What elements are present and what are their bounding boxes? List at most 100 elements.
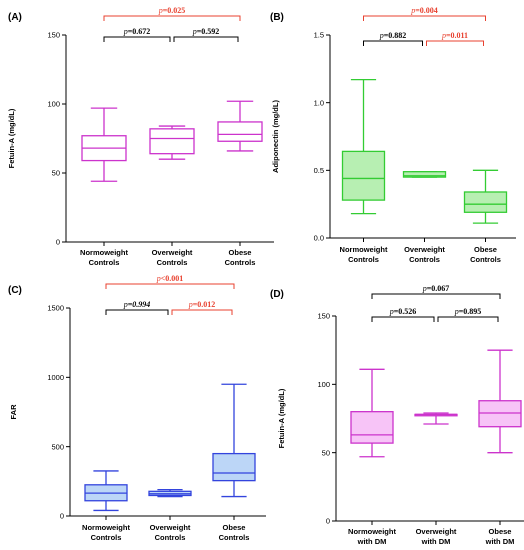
x-tick-label: Controls (155, 533, 186, 542)
x-tick-label: Controls (409, 255, 440, 264)
y-tick-label: 0 (60, 512, 64, 521)
y-tick-label: 500 (51, 442, 64, 451)
p-value-label: p=0.895 (454, 307, 482, 316)
p-value: <0.001 (161, 274, 184, 283)
p-symbol: p (158, 6, 163, 15)
iqr-box (463, 191, 508, 213)
iqr-box (350, 411, 394, 444)
p-value: =0.025 (163, 6, 186, 15)
iqr-box (217, 121, 263, 142)
comparison-1: p=0.994 (105, 300, 169, 315)
box-3 (217, 100, 263, 152)
x-tick-label: with DM (421, 537, 451, 546)
comparison-bracket (371, 293, 501, 299)
y-tick-label: 100 (47, 100, 60, 109)
p-value-label: p=0.025 (158, 6, 186, 15)
comparison-2: p=0.895 (437, 307, 499, 322)
x-tick-label: Obese (223, 523, 246, 532)
y-axis-label: Fetuin-A (mg/dL) (277, 388, 286, 448)
p-symbol: p (410, 6, 415, 15)
comparison-bracket (105, 309, 169, 315)
x-tick-label: Overweight (150, 523, 191, 532)
p-value: =0.672 (128, 27, 151, 36)
y-tick-label: 0 (56, 238, 60, 247)
x-tick-label: Normoweight (348, 527, 396, 536)
comparison-3: p=0.067 (371, 284, 501, 299)
y-tick-label: 50 (322, 448, 330, 457)
comparison-1: p=0.882 (363, 31, 423, 46)
y-axis-label: Adiponectin (mg/dL) (271, 100, 280, 173)
comparison-bracket (437, 316, 499, 322)
p-value: =0.882 (384, 31, 407, 40)
p-symbol: p (188, 300, 193, 309)
p-value-label: p=0.011 (441, 31, 468, 40)
y-tick-label: 150 (47, 31, 60, 40)
x-tick-label: Normoweight (340, 245, 388, 254)
y-tick-label: 1.5 (314, 31, 324, 40)
y-tick-label: 1000 (47, 373, 64, 382)
comparison-bracket (363, 15, 486, 21)
box-2 (402, 171, 447, 178)
p-symbol: p (123, 300, 128, 309)
comparison-bracket (173, 36, 239, 42)
p-value: =0.067 (427, 284, 450, 293)
iqr-box (341, 150, 386, 201)
x-tick-label: Obese (474, 245, 497, 254)
p-symbol: p (156, 274, 161, 283)
y-tick-label: 1.0 (314, 98, 324, 107)
box-1 (81, 107, 127, 182)
panel-label: (D) (270, 289, 284, 300)
x-tick-label: Overweight (416, 527, 457, 536)
x-tick-label: Controls (348, 255, 379, 264)
comparison-bracket (426, 40, 484, 46)
iqr-box (212, 452, 256, 482)
iqr-box (149, 128, 195, 155)
p-symbol: p (441, 31, 446, 40)
p-value: =0.011 (446, 31, 468, 40)
comparison-bracket (105, 283, 235, 289)
iqr-box (478, 400, 522, 428)
comparison-1: p=0.526 (371, 307, 435, 322)
p-value-label: p=0.882 (379, 31, 407, 40)
x-tick-label: Normoweight (82, 523, 130, 532)
p-symbol: p (192, 27, 197, 36)
y-tick-label: 1500 (47, 304, 64, 313)
chart-panel-2: (B) 0.0 0.5 1.0 1.5 Adiponectin (mg/dL) Normow… (270, 6, 516, 264)
p-symbol: p (389, 307, 394, 316)
comparison-3: p=0.025 (103, 6, 241, 21)
x-tick-label: with DM (357, 537, 387, 546)
box-1 (341, 79, 386, 215)
p-value-label: p=0.994 (123, 300, 151, 309)
comparison-bracket (103, 36, 171, 42)
box-3 (463, 169, 508, 224)
panel-label: (C) (8, 285, 22, 296)
box-2 (148, 489, 192, 498)
comparison-1: p=0.672 (103, 27, 171, 42)
comparison-3: p<0.001 (105, 274, 235, 289)
x-tick-label: Normoweight (80, 248, 128, 257)
p-value-label: p=0.004 (410, 6, 438, 15)
p-value-label: p=0.067 (422, 284, 450, 293)
x-tick-label: Controls (470, 255, 501, 264)
y-tick-label: 150 (317, 312, 330, 321)
p-value: =0.895 (459, 307, 482, 316)
x-tick-label: Overweight (152, 248, 193, 257)
x-tick-label: Controls (91, 533, 122, 542)
p-value: =0.526 (394, 307, 417, 316)
comparison-2: p=0.012 (171, 300, 233, 315)
p-symbol: p (123, 27, 128, 36)
comparison-bracket (103, 15, 241, 21)
x-tick-label: Controls (219, 533, 250, 542)
y-tick-label: 100 (317, 380, 330, 389)
x-tick-label: Obese (489, 527, 512, 536)
x-tick-label: Controls (157, 258, 188, 267)
box-1 (350, 368, 394, 458)
panel-label: (A) (8, 12, 22, 23)
comparison-3: p=0.004 (363, 6, 486, 21)
y-tick-label: 0.0 (314, 234, 324, 243)
comparison-2: p=0.011 (426, 31, 484, 46)
y-axis-label: FAR (9, 404, 18, 420)
comparison-2: p=0.592 (173, 27, 239, 42)
p-symbol: p (454, 307, 459, 316)
